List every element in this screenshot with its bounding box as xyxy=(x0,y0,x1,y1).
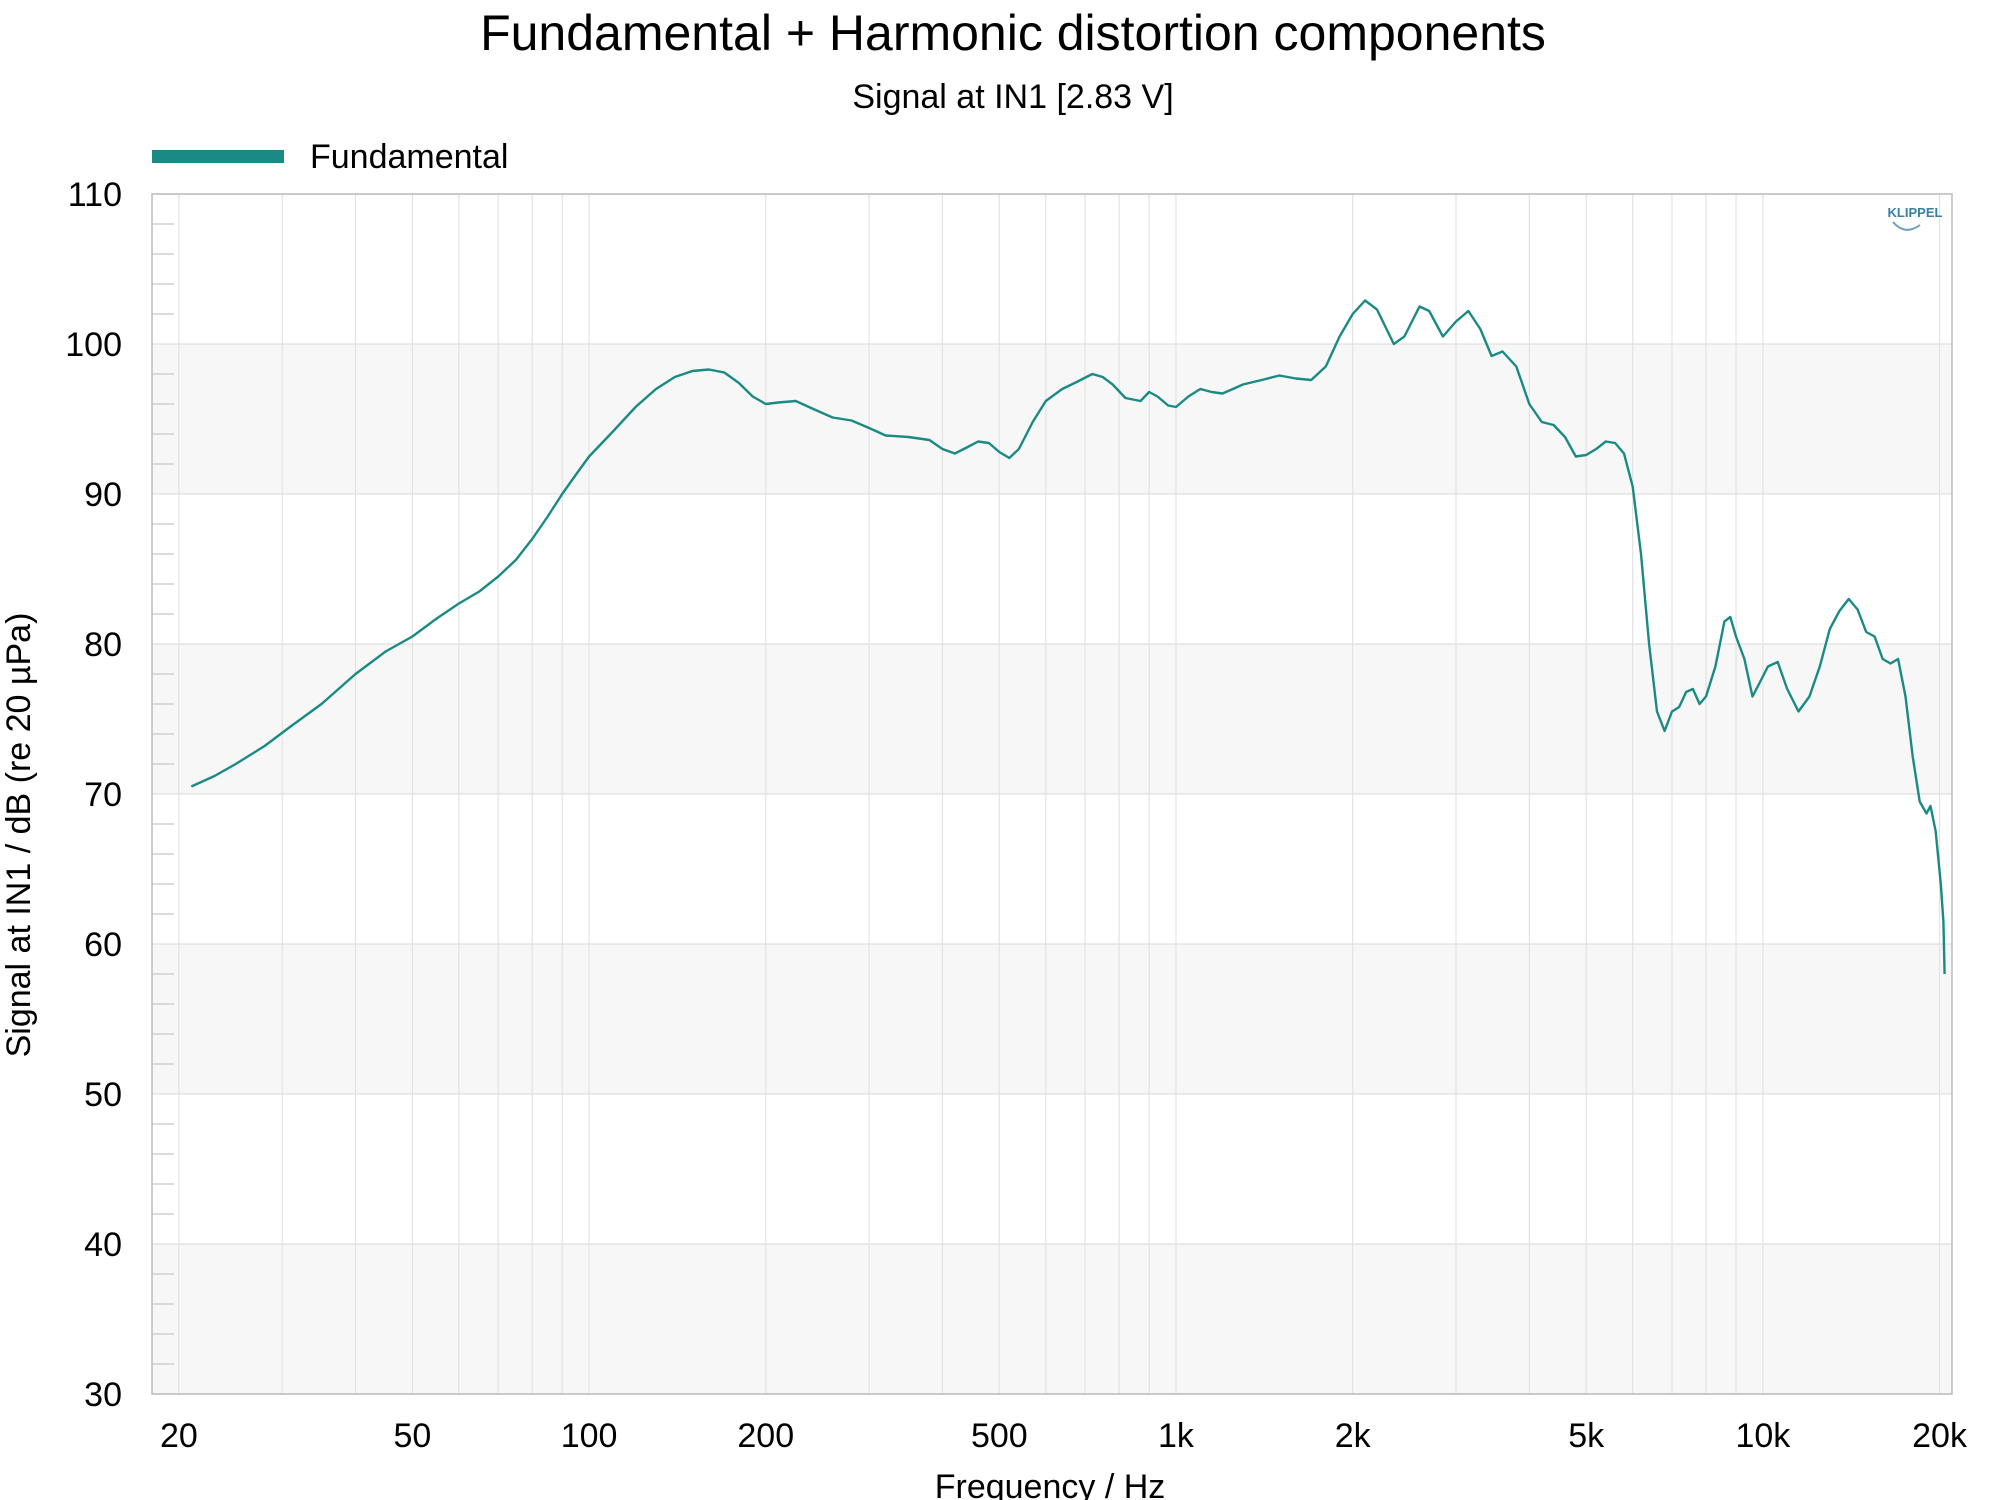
series-line-fundamental xyxy=(190,299,1946,975)
y-tick-labels: 30 40 50 60 70 80 90 100 110 xyxy=(65,176,122,1414)
y-tick-label: 100 xyxy=(65,326,122,364)
y-minor-ticks xyxy=(152,223,174,1365)
y-tick-label: 40 xyxy=(84,1226,122,1264)
x-tick-label: 2k xyxy=(1335,1417,1372,1455)
x-tick-label: 10k xyxy=(1735,1417,1791,1455)
y-axis-label: Signal at IN1 / dB (re 20 µPa) xyxy=(0,613,38,1058)
y-tick-label: 30 xyxy=(84,1376,122,1414)
plot-band xyxy=(152,944,1952,1094)
y-tick-label: 50 xyxy=(84,1076,122,1114)
horizontal-gridlines xyxy=(152,193,1952,1395)
legend: Fundamental xyxy=(152,138,508,176)
x-tick-label: 20k xyxy=(1912,1417,1968,1455)
y-tick-label: 110 xyxy=(68,176,122,214)
legend-swatch-fundamental xyxy=(152,150,284,163)
series-group xyxy=(190,299,1946,975)
y-tick-label: 90 xyxy=(84,476,122,514)
klippel-logo-swoosh xyxy=(1892,221,1921,231)
legend-label-fundamental: Fundamental xyxy=(310,138,508,176)
plot-band xyxy=(152,1244,1952,1394)
y-tick-label: 80 xyxy=(84,626,122,664)
x-tick-label: 500 xyxy=(971,1417,1028,1455)
plot-frame xyxy=(151,193,1953,1395)
x-tick-label: 100 xyxy=(561,1417,618,1455)
plot-band xyxy=(152,344,1952,494)
klippel-logo-text: KLIPPEL xyxy=(1888,205,1943,220)
x-tick-labels: 20 50 100 200 500 1k 2k 5k 10k 20k xyxy=(160,1417,1968,1455)
chart-subtitle: Signal at IN1 [2.83 V] xyxy=(852,78,1173,116)
y-tick-label: 70 xyxy=(84,776,122,814)
x-tick-label: 200 xyxy=(737,1417,794,1455)
x-tick-label: 20 xyxy=(160,1417,198,1455)
chart-title: Fundamental + Harmonic distortion compon… xyxy=(480,5,1546,61)
x-tick-label: 1k xyxy=(1158,1417,1195,1455)
x-tick-label: 50 xyxy=(393,1417,431,1455)
plot-band xyxy=(152,644,1952,794)
y-tick-label: 60 xyxy=(84,926,122,964)
klippel-logo: KLIPPEL xyxy=(1888,205,1943,231)
x-tick-label: 5k xyxy=(1568,1417,1605,1455)
x-axis-label: Frequency / Hz xyxy=(935,1468,1166,1500)
